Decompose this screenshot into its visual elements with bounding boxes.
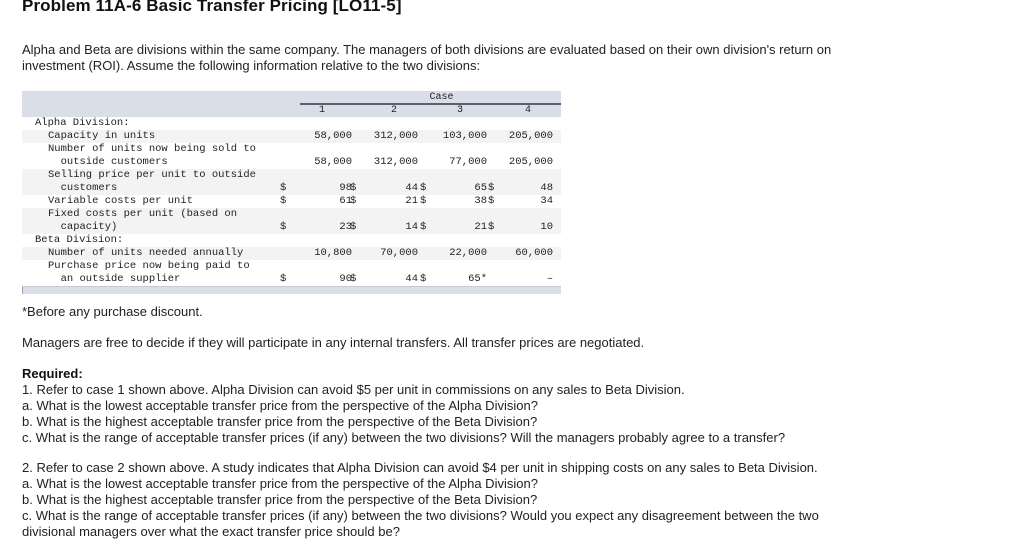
q1-part-a: a. What is the lowest acceptable transfe… — [22, 398, 538, 413]
dollar-sign: $ — [280, 182, 287, 194]
problem-title: Problem 11A-6 Basic Transfer Pricing [LO… — [22, 0, 402, 15]
table-row: Purchase price now being paid to an outs… — [22, 260, 561, 286]
table-cell: 14 — [405, 221, 418, 233]
table-row: Number of units needed annually 10,800 70,… — [22, 247, 561, 260]
column-header-2: 2 — [390, 105, 397, 116]
dollar-sign: $ — [350, 221, 357, 233]
table-cell: 312,000 — [373, 156, 418, 168]
q1-part-b: b. What is the highest acceptable transf… — [22, 414, 538, 429]
table-header: Case 1 2 3 4 — [22, 91, 561, 117]
row-label: Alpha Division: — [35, 117, 130, 129]
column-header-3: 3 — [456, 105, 463, 116]
dollar-sign: $ — [350, 182, 357, 194]
row-label: Beta Division: — [35, 234, 124, 246]
row-label: Variable costs per unit — [48, 195, 193, 207]
dollar-sign: $ — [350, 195, 357, 207]
intro-paragraph: Alpha and Beta are divisions within the … — [22, 42, 832, 73]
table-cell: 10,800 — [314, 247, 352, 259]
case-header-rule — [300, 103, 561, 105]
table-row: Variable costs per unit 61 $21 $38 $34 $ — [22, 195, 561, 208]
table-cell: 205,000 — [508, 130, 553, 142]
row-label: Purchase price now being paid to an outs… — [48, 260, 250, 285]
dollar-sign: $ — [280, 195, 287, 207]
managers-note: Managers are free to decide if they will… — [22, 335, 645, 350]
dollar-sign: $ — [420, 221, 427, 233]
dollar-sign: $ — [488, 195, 495, 207]
table-cell: 205,000 — [508, 156, 553, 168]
table-cell: 98 — [339, 182, 352, 194]
table-cell: 58,000 — [314, 130, 352, 142]
q2-part-a: a. What is the lowest acceptable transfe… — [22, 476, 538, 491]
table-cell: 10 — [540, 221, 553, 233]
dollar-sign: $ — [420, 195, 427, 207]
row-label: Selling price per unit to outside custom… — [48, 169, 256, 194]
table-cell: 77,000 — [449, 156, 487, 168]
dollar-sign: $ — [280, 273, 287, 285]
q2-stem: 2. Refer to case 2 shown above. A study … — [22, 460, 818, 475]
dollar-sign: $ — [488, 182, 495, 194]
table-cell: 90 — [339, 273, 352, 285]
question-2-section: 2. Refer to case 2 shown above. A study … — [22, 460, 842, 540]
row-label: Capacity in units — [48, 130, 156, 142]
table-cell: 21 — [474, 221, 487, 233]
table-cell: 34 — [540, 195, 553, 207]
table-body: Alpha Division: Capacity in units 58,000 31… — [22, 117, 561, 286]
table-cell: 23 — [339, 221, 352, 233]
dollar-sign: $ — [280, 221, 287, 233]
table-cell: 60,000 — [515, 247, 553, 259]
table-row: Beta Division: — [22, 234, 561, 247]
q1-part-c: c. What is the range of acceptable trans… — [22, 430, 786, 445]
row-label: Number of units now being sold to outsid… — [48, 143, 256, 168]
row-label: Fixed costs per unit (based on capacity) — [48, 208, 238, 233]
required-section: Required: 1. Refer to case 1 shown above… — [22, 366, 882, 446]
case-header: Case — [429, 92, 454, 103]
table-cell: 70,000 — [380, 247, 418, 259]
table-cell: 65* — [468, 273, 487, 285]
table-cell: 44 — [405, 273, 418, 285]
q2-part-b: b. What is the highest acceptable transf… — [22, 492, 538, 507]
table-cell: 103,000 — [442, 130, 487, 142]
row-label: Number of units needed annually — [48, 247, 244, 259]
table-cell: – — [546, 273, 553, 285]
table-row: Number of units now being sold to outsid… — [22, 143, 561, 169]
table-row: Fixed costs per unit (based on capacity)… — [22, 208, 561, 234]
required-heading: Required: — [22, 366, 83, 381]
division-data-table: Case 1 2 3 4 Alpha Division: Capacity in … — [22, 91, 561, 294]
table-row: Capacity in units 58,000 312,000 103,000 205… — [22, 130, 561, 143]
table-footer-bar — [22, 286, 561, 294]
table-row: Alpha Division: — [22, 117, 561, 130]
table-cell: 61 — [339, 195, 352, 207]
dollar-sign: $ — [488, 221, 495, 233]
table-cell: 38 — [474, 195, 487, 207]
q2-part-c: c. What is the range of acceptable trans… — [22, 508, 819, 539]
footnote: *Before any purchase discount. — [22, 304, 203, 319]
table-cell: 312,000 — [373, 130, 418, 142]
q1-stem: 1. Refer to case 1 shown above. Alpha Di… — [22, 382, 685, 397]
table-cell: 48 — [540, 182, 553, 194]
table-cell: 58,000 — [314, 156, 352, 168]
column-header-1: 1 — [318, 105, 325, 116]
table-cell: 22,000 — [449, 247, 487, 259]
column-header-4: 4 — [524, 105, 531, 116]
dollar-sign: $ — [420, 182, 427, 194]
dollar-sign: $ — [350, 273, 357, 285]
table-cell: 44 — [405, 182, 418, 194]
table-cell: 65 — [474, 182, 487, 194]
dollar-sign: $ — [420, 273, 427, 285]
table-row: Selling price per unit to outside custom… — [22, 169, 561, 195]
table-cell: 21 — [405, 195, 418, 207]
